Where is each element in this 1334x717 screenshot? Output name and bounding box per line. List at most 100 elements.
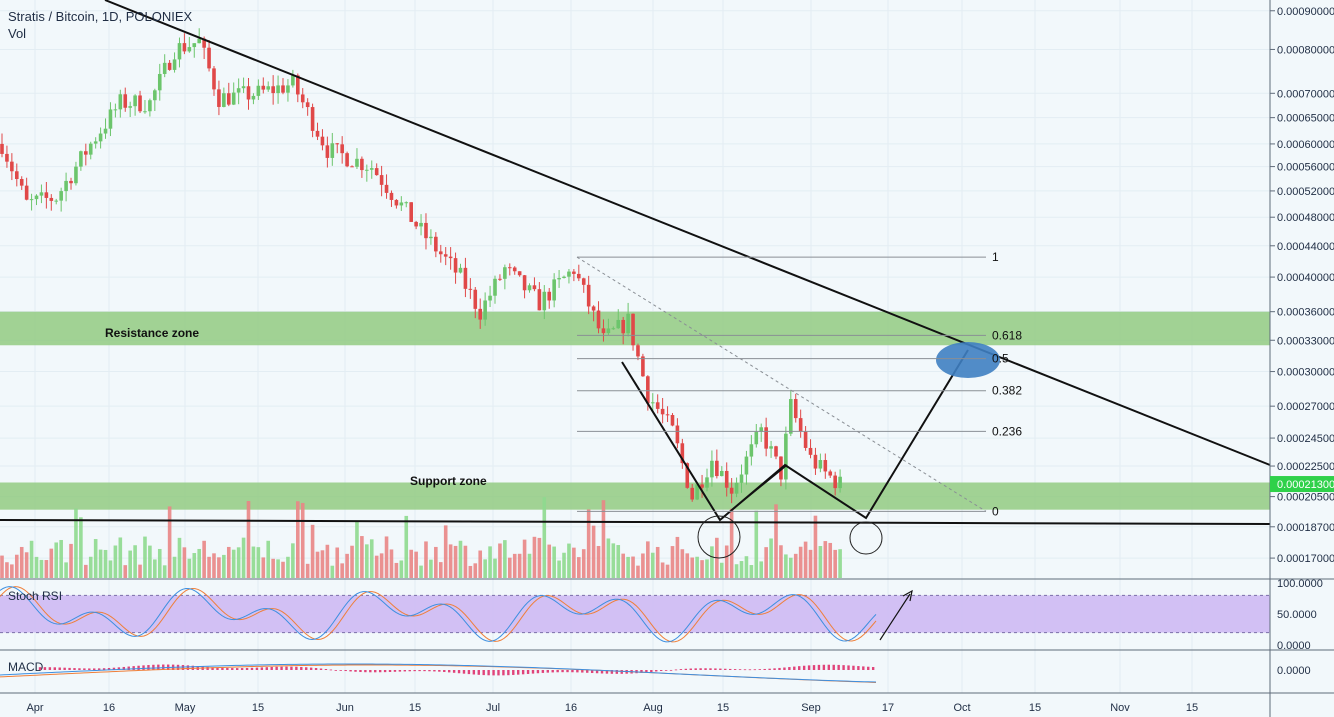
pattern-left-leg xyxy=(732,464,788,510)
volume-bar xyxy=(798,546,803,578)
candle-body xyxy=(212,68,216,90)
candle-body xyxy=(438,251,443,255)
stoch-d-line xyxy=(0,586,877,643)
price-tick-label: 0.00052000 xyxy=(1277,186,1334,198)
price-tick-label: 0.00040000 xyxy=(1277,272,1334,284)
candle-body xyxy=(5,153,9,162)
volume-bar xyxy=(591,525,596,578)
volume-bar xyxy=(404,515,409,578)
candle-body xyxy=(69,180,73,184)
volume-bar xyxy=(803,541,808,578)
volume-bar xyxy=(256,547,261,578)
volume-bar xyxy=(621,553,625,578)
candle-body xyxy=(355,158,359,167)
candle-body xyxy=(429,236,433,239)
volume-bar xyxy=(34,556,39,578)
macd-hist-bar xyxy=(206,666,209,670)
time-tick-label: Oct xyxy=(953,702,970,714)
time-tick-label: Jun xyxy=(336,702,354,714)
macd-hist-bar xyxy=(132,666,135,670)
volume-bar xyxy=(793,553,798,578)
macd-hist-bar xyxy=(605,670,609,674)
macd-hist-bar xyxy=(645,670,648,673)
macd-hist-bar xyxy=(793,666,796,670)
macd-hist-bar xyxy=(305,667,308,670)
macd-hist-bar xyxy=(847,665,850,670)
macd-hist-bar xyxy=(295,666,298,670)
volume-bar xyxy=(764,547,768,578)
stoch-band xyxy=(0,595,1270,633)
candle-body xyxy=(759,427,764,432)
volume-bar xyxy=(685,553,690,578)
macd-hist-bar xyxy=(265,667,268,670)
candle-body xyxy=(157,73,162,91)
macd-hist-bar xyxy=(280,666,283,670)
macd-hist-bar xyxy=(403,670,407,672)
volume-bar xyxy=(493,558,497,578)
macd-tick-label: 0.0000 xyxy=(1277,665,1311,677)
volume-bar xyxy=(719,562,724,578)
volume-bar xyxy=(596,545,601,578)
macd-hist-bar xyxy=(290,666,293,670)
volume-bar xyxy=(419,565,423,578)
stoch-pane-title: Stoch RSI xyxy=(8,589,62,603)
candle-body xyxy=(217,89,221,107)
macd-hist-bar xyxy=(753,669,757,671)
volume-bar xyxy=(749,565,754,578)
volume-bar xyxy=(488,546,492,578)
macd-hist-bar xyxy=(743,669,747,671)
price-tick-label: 0.00024500 xyxy=(1277,433,1334,445)
macd-hist-bar xyxy=(590,670,594,674)
candle-body xyxy=(369,168,374,170)
time-tick-label: 16 xyxy=(103,702,115,714)
candle-body xyxy=(833,475,837,489)
macd-hist-bar xyxy=(428,670,431,672)
candle-body xyxy=(542,291,547,311)
volume-bar xyxy=(374,555,379,578)
volume-bar xyxy=(123,565,128,578)
candle-body xyxy=(202,38,206,48)
volume-bar xyxy=(611,543,616,578)
candle-body xyxy=(93,141,98,144)
macd-hist-bar xyxy=(107,667,111,670)
volume-bar xyxy=(675,536,680,578)
volume-bar xyxy=(577,557,581,578)
volume-bar xyxy=(19,546,24,578)
macd-hist-bar xyxy=(482,670,485,676)
candle-body xyxy=(458,267,463,273)
volume-bar xyxy=(84,564,88,578)
candle-body xyxy=(443,254,448,257)
candle-body xyxy=(320,136,325,146)
candle-body xyxy=(276,85,280,94)
volume-bar xyxy=(522,539,527,578)
volume-bar xyxy=(532,536,537,578)
volume-bar xyxy=(779,545,783,578)
volume-bar xyxy=(646,541,650,578)
candle-body xyxy=(10,161,14,172)
macd-hist-bar xyxy=(236,668,239,670)
macd-hist-bar xyxy=(807,665,811,670)
volume-bar xyxy=(453,545,458,578)
time-tick-label: 15 xyxy=(1186,702,1198,714)
candle-body xyxy=(503,267,507,279)
candle-body xyxy=(660,408,665,415)
volume-bar xyxy=(192,553,197,578)
volume-bar xyxy=(286,556,290,578)
volume-bar xyxy=(828,542,833,578)
candle-body xyxy=(769,446,773,449)
price-tick-label: 0.00044000 xyxy=(1277,241,1334,253)
volume-bar xyxy=(833,549,837,578)
candle-body xyxy=(251,95,256,100)
candle-body xyxy=(34,195,39,200)
time-axis[interactable]: Apr 16 May 15 Jun 15 Jul 16 Aug 15 Sep 17 Oct 15 Nov 15 xyxy=(0,692,1334,714)
candle-body xyxy=(98,133,103,142)
macd-hist-bar xyxy=(832,664,835,670)
macd-hist-bar xyxy=(512,670,515,675)
macd-hist-bar xyxy=(334,670,337,671)
volume-bar xyxy=(49,548,54,578)
price-axis[interactable]: 0.00090000 0.00080000 0.00070000 0.00065000… xyxy=(1269,0,1334,717)
volume-bar xyxy=(517,553,522,578)
candle-body xyxy=(700,484,704,488)
volume-bar xyxy=(690,557,694,578)
